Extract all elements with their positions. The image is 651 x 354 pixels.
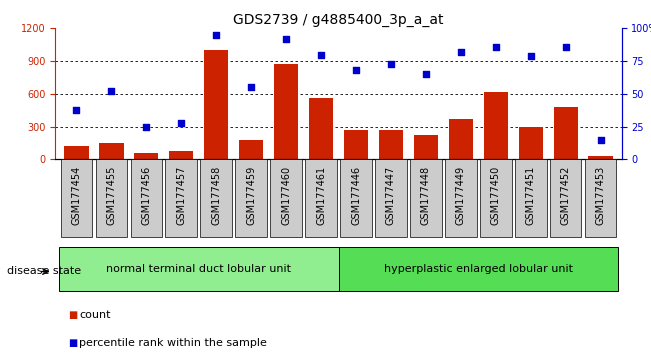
Text: ■: ■ [68,338,77,348]
FancyBboxPatch shape [165,159,197,237]
Text: GSM177458: GSM177458 [211,166,221,225]
Text: hyperplastic enlarged lobular unit: hyperplastic enlarged lobular unit [384,264,573,274]
Text: GSM177457: GSM177457 [176,166,186,225]
FancyBboxPatch shape [375,159,407,237]
Point [316,52,326,57]
Text: GSM177461: GSM177461 [316,166,326,225]
Point [281,36,291,42]
Bar [519,127,543,159]
Text: GSM177460: GSM177460 [281,166,291,225]
FancyBboxPatch shape [270,159,302,237]
FancyBboxPatch shape [340,159,372,237]
FancyBboxPatch shape [480,159,512,237]
Bar [344,130,368,159]
Bar [64,146,89,159]
FancyBboxPatch shape [339,247,618,291]
Point [456,49,466,55]
FancyBboxPatch shape [410,159,441,237]
Text: GSM177453: GSM177453 [596,166,605,225]
FancyBboxPatch shape [96,159,127,237]
Text: count: count [79,310,111,320]
FancyBboxPatch shape [585,159,616,237]
FancyBboxPatch shape [130,159,162,237]
FancyBboxPatch shape [61,159,92,237]
Bar [169,151,193,159]
Point [386,61,396,67]
Point [525,53,536,59]
Point [421,72,431,77]
Bar [274,64,298,159]
Text: GSM177456: GSM177456 [141,166,151,225]
Text: GSM177452: GSM177452 [561,166,571,225]
Point [246,84,256,90]
Bar [204,50,229,159]
Text: GSM177446: GSM177446 [351,166,361,225]
FancyBboxPatch shape [515,159,547,237]
Bar [99,143,124,159]
Bar [589,156,613,159]
Bar [309,98,333,159]
Point [141,124,152,129]
Point [211,32,221,38]
Text: GSM177449: GSM177449 [456,166,466,225]
Point [71,107,81,112]
Point [561,44,571,50]
Text: GSM177454: GSM177454 [72,166,81,225]
Point [106,88,117,94]
Bar [239,140,264,159]
Text: disease state: disease state [7,266,81,276]
Text: GSM177455: GSM177455 [106,166,117,225]
Text: GSM177448: GSM177448 [421,166,431,225]
Point [176,120,186,125]
FancyBboxPatch shape [445,159,477,237]
FancyBboxPatch shape [59,247,339,291]
Bar [134,153,158,159]
Text: GSM177459: GSM177459 [246,166,256,225]
Point [351,67,361,73]
Bar [484,92,508,159]
Bar [413,135,438,159]
FancyBboxPatch shape [236,159,267,237]
Text: percentile rank within the sample: percentile rank within the sample [79,338,268,348]
Point [491,44,501,50]
Text: GSM177451: GSM177451 [526,166,536,225]
FancyBboxPatch shape [550,159,581,237]
Text: ■: ■ [68,310,77,320]
Title: GDS2739 / g4885400_3p_a_at: GDS2739 / g4885400_3p_a_at [233,13,444,27]
Bar [379,130,403,159]
Text: GSM177450: GSM177450 [491,166,501,225]
FancyBboxPatch shape [305,159,337,237]
Text: GSM177447: GSM177447 [386,166,396,225]
Text: normal terminal duct lobular unit: normal terminal duct lobular unit [106,264,291,274]
Point [596,137,606,142]
FancyBboxPatch shape [201,159,232,237]
Bar [449,119,473,159]
Bar [553,107,578,159]
